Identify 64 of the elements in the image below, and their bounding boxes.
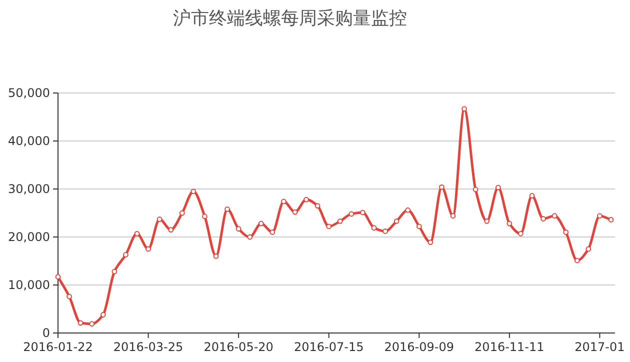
y-tick-label: 20,000 [8,230,50,244]
point [168,227,174,232]
x-tick-label: 2016-03-25 [113,340,184,354]
point [495,184,501,190]
point [462,106,467,112]
y-tick-label: 10,000 [8,278,50,292]
point [100,312,106,318]
point [134,230,140,236]
y-tick-label: 30,000 [8,182,50,196]
point [394,218,400,224]
point [112,268,118,274]
point [337,218,343,224]
point [123,252,128,258]
point [405,207,411,213]
chart-title: 沪市终端线螺每周采购量监控 [173,8,407,29]
point [326,224,332,230]
point [608,217,614,222]
point [190,188,196,194]
point [518,230,524,236]
point [371,225,377,231]
point [202,214,208,220]
x-tick-label: 2016-07-15 [294,340,364,354]
point [428,240,434,245]
point [304,196,309,202]
point [179,210,185,216]
point [314,203,320,208]
point [146,246,151,252]
point [213,254,219,259]
y-tick-label: 40,000 [8,134,50,148]
point [156,216,162,222]
point [292,209,298,215]
point [281,198,286,204]
point [247,234,253,240]
point [506,220,512,226]
point [66,294,72,300]
x-tick-label: 2016-11-11 [474,340,544,354]
x-tick-label: 2016-01-22 [23,340,93,354]
point [529,193,535,198]
point [597,213,602,219]
point [416,224,422,230]
point [348,211,354,217]
point [224,206,230,212]
point [258,220,264,226]
point [472,186,478,192]
point [236,226,242,232]
x-tick-label: 2016-09-09 [384,340,454,354]
point [450,213,456,219]
point [484,218,490,224]
point [270,230,276,235]
point [552,213,558,219]
point [563,230,569,235]
y-tick-label: 0 [42,326,50,340]
point [540,216,546,222]
point [55,274,61,280]
point [439,184,444,190]
x-tick-label: 2017-01 [574,340,625,354]
x-tick-label: 2016-05-20 [204,340,274,354]
point [89,321,95,327]
point [586,246,592,252]
point [360,210,366,216]
point [382,228,388,234]
point [574,258,580,264]
point [78,320,84,326]
y-tick-label: 50,000 [8,86,50,100]
